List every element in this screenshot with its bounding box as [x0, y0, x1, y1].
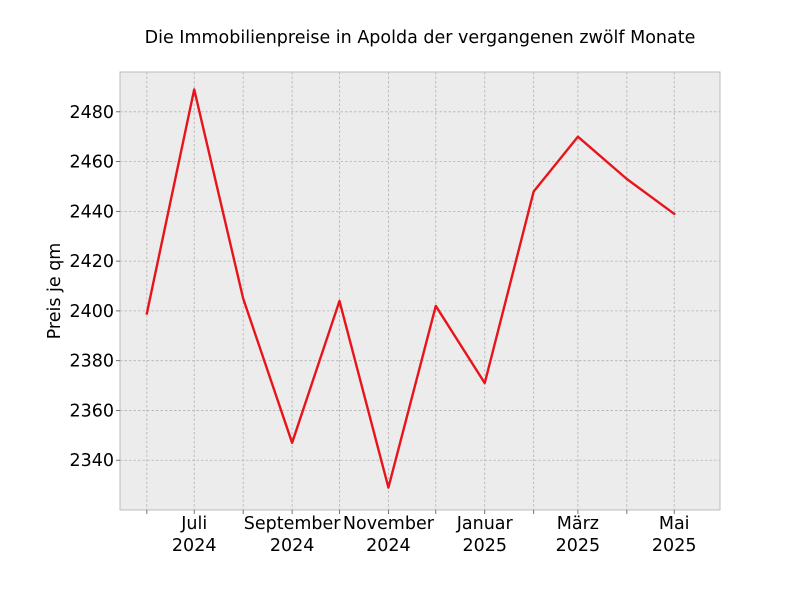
x-tick-label: Juli 2024	[172, 514, 217, 556]
y-tick-label: 2400	[69, 302, 114, 322]
x-tick-label-line: Juli	[180, 514, 207, 534]
y-axis-label: Preis je qm	[45, 243, 65, 340]
x-tick-label: September 2024	[244, 514, 342, 556]
y-tick-label: 2460	[69, 153, 114, 173]
x-tick-label: März 2025	[556, 514, 601, 556]
x-tick-label: Mai 2025	[652, 514, 697, 556]
x-tick-label-line: 2024	[366, 536, 411, 556]
y-tick-label: 2340	[69, 451, 114, 471]
chart-title: Die Immobilienpreise in Apolda der verga…	[145, 28, 696, 48]
x-tick-label-line: November	[343, 514, 435, 534]
x-tick-label: Januar 2025	[456, 514, 514, 556]
x-tick-label-line: 2025	[556, 536, 601, 556]
y-tick-label: 2360	[69, 401, 114, 421]
x-tick-label-line: 2024	[270, 536, 315, 556]
x-tick-label-line: Januar	[456, 514, 514, 534]
x-tick-label-line: 2025	[462, 536, 507, 556]
x-tick-label-line: September	[244, 514, 342, 534]
plot-background	[120, 72, 720, 510]
x-tick-label-line: 2024	[172, 536, 217, 556]
x-tick-label: November 2024	[343, 514, 435, 556]
x-tick-label-line: März	[557, 514, 599, 534]
y-tick-label: 2480	[69, 103, 114, 123]
series-line	[145, 88, 676, 489]
x-tick-label-line: Mai	[659, 514, 690, 534]
y-tick-label: 2380	[69, 352, 114, 372]
plot-frame	[119, 71, 721, 511]
x-tick-label-line: 2025	[652, 536, 697, 556]
y-tick-label: 2440	[69, 202, 114, 222]
y-tick-label: 2420	[69, 252, 114, 272]
